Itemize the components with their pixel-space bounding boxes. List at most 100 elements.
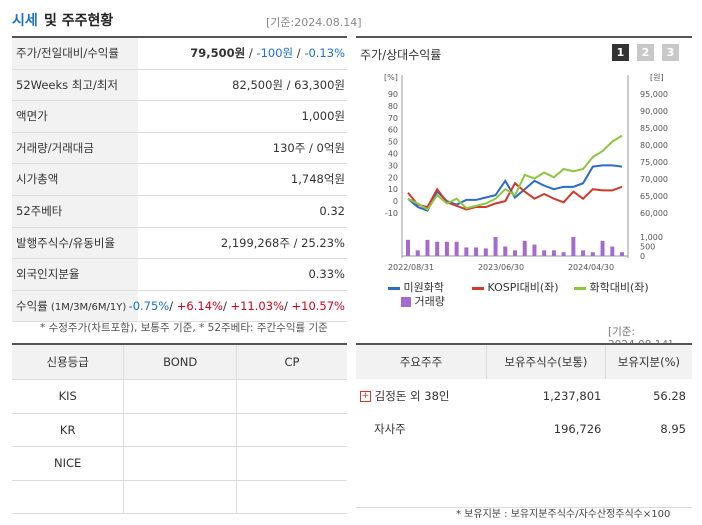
holders-header: 보유주식수(보통) <box>486 344 606 379</box>
chart-panel: 주가/상대수익률 1 2 3 <box>356 36 692 313</box>
credit-agency: KR <box>12 412 125 447</box>
table-row: 외국인지분율 0.33% <box>12 259 347 291</box>
value-part: / <box>245 46 257 60</box>
row-label-small: (1M/3M/6M/1Y) <box>47 301 127 313</box>
table-row: 발행주식수/유동비율 2,199,268주 / 25.23% <box>12 227 347 260</box>
section-header: 시세 및 주주현황 [기준:2024.08.14] <box>0 0 702 30</box>
row-value: 0.32 <box>319 196 345 226</box>
value-part: +6.14% <box>176 298 223 313</box>
table-row: + 김정돈 외 38인 1,237,801 56.28 <box>356 379 692 412</box>
table-row: 자사주 196,726 8.95 <box>356 412 692 445</box>
row-label: 시가총액 <box>12 164 138 195</box>
legend-s2-swatch <box>472 286 484 290</box>
row-value: 2,199,268주 / 25.23% <box>221 228 345 258</box>
value-part: / <box>222 298 231 313</box>
expand-icon[interactable]: + <box>360 390 371 402</box>
legend-s4: 거래량 <box>401 293 445 309</box>
legend-s3: 화학대비(좌) <box>574 279 649 295</box>
row-label: 수익률 (1M/3M/6M/1Y) <box>12 290 138 322</box>
table-row: KR <box>12 412 347 447</box>
value-part: 130주 / 0억원 <box>272 140 345 155</box>
header-title: 및 주주현황 <box>44 13 114 29</box>
legend-s1: 미원화학 <box>388 279 444 295</box>
legend-s4-swatch <box>401 297 411 307</box>
row-value: 82,500원 / 63,300원 <box>232 70 345 100</box>
credit-header: BOND <box>123 344 237 380</box>
row-label: 거래량/거래대금 <box>12 132 138 164</box>
legend-s1-swatch <box>388 286 400 290</box>
legend-s3-label: 화학대비(좌) <box>589 281 649 294</box>
value-part: 1,000원 <box>301 109 345 124</box>
legend-s4-label: 거래량 <box>414 295 445 308</box>
value-part: / <box>293 46 305 60</box>
value-part: 2,199,268주 / 25.23% <box>220 235 345 250</box>
table-row: 액면가 1,000원 <box>12 101 347 133</box>
table-row: 52주베타 0.32 <box>12 195 347 228</box>
credit-agency: NICE <box>12 446 125 481</box>
credit-agency <box>12 479 125 515</box>
table-row: 시가총액 1,748억원 <box>12 164 347 196</box>
credit-bond <box>123 412 237 447</box>
value-part: +11.03% <box>230 298 284 313</box>
row-value: 130주 / 0억원 <box>273 133 345 163</box>
credit-agency: KIS <box>12 379 125 414</box>
credit-header: 신용등급 <box>12 344 125 380</box>
credit-bond <box>123 379 237 414</box>
chart-title: 주가/상대수익률 <box>360 48 442 62</box>
credit-cp <box>236 446 347 481</box>
credit-cp <box>236 379 347 414</box>
price-table: 주가/전일대비/수익률 79,500원 / -100원 / -0.13% 52Wee… <box>12 36 347 323</box>
credit-bond <box>123 479 237 515</box>
credit-cp <box>236 479 347 515</box>
value-part: 1,748억원 <box>290 172 345 187</box>
table-row: KIS <box>12 379 347 414</box>
holder-shares: 1,237,801 <box>542 388 602 403</box>
chart-page-1-button[interactable]: 1 <box>612 44 629 61</box>
chart-page-2-button[interactable]: 2 <box>637 44 654 61</box>
holder-pct: 8.95 <box>660 421 686 436</box>
row-value: 1,000원 <box>301 101 345 131</box>
credit-table: 신용등급 BOND CP KIS KR NICE <box>12 343 347 515</box>
legend-s1-label: 미원화학 <box>403 281 444 294</box>
value-part: -100원 <box>256 46 294 60</box>
holders-header: 보유지분(%) <box>605 344 692 379</box>
table-row: 거래량/거래대금 130주 / 0억원 <box>12 132 347 165</box>
holder-name-cell: + 김정돈 외 38인 <box>356 379 487 412</box>
row-label: 52Weeks 최고/최저 <box>12 69 138 101</box>
holders-header: 주요주주 <box>356 344 488 379</box>
table-row: NICE <box>12 446 347 481</box>
holder-pct: 56.28 <box>653 388 686 403</box>
holders-footnote: * 보유지분 : 보유지분주식수/자수산정주식수×100 <box>456 509 671 520</box>
holder-name: 자사주 <box>374 421 406 436</box>
table-row: 수익률 (1M/3M/6M/1Y) -0.75%/ +6.14%/ +11.03%… <box>12 290 347 323</box>
row-value: 1,748억원 <box>291 164 345 194</box>
value-part: +10.57% <box>291 298 346 313</box>
row-value: -0.75%/ +6.14%/ +11.03%/ +10.57% <box>129 291 345 321</box>
value-part: -0.13% <box>304 46 345 60</box>
header-date: [기준:2024.08.14] <box>266 16 362 29</box>
credit-header: CP <box>236 344 347 380</box>
value-part: 82,500원 / 63,300원 <box>232 77 345 92</box>
table-row <box>12 479 347 515</box>
credit-cp <box>236 412 347 447</box>
value-part: / <box>169 298 177 313</box>
table-row: 주가/전일대비/수익률 79,500원 / -100원 / -0.13% <box>12 36 347 70</box>
row-label: 발행주식수/유동비율 <box>12 227 138 259</box>
row-label: 52주베타 <box>12 195 138 227</box>
legend-s2-label: KOSPI대비(좌) <box>487 281 559 294</box>
row-value: 79,500원 / -100원 / -0.13% <box>190 38 345 68</box>
legend-s2: KOSPI대비(좌) <box>472 279 559 295</box>
value-part: 0.33% <box>308 267 345 282</box>
holder-name: 김정돈 외 38인 <box>374 388 450 403</box>
chart-page-3-button[interactable]: 3 <box>662 44 679 61</box>
value-part: 79,500원 <box>190 46 246 60</box>
table-row: 52Weeks 최고/최저 82,500원 / 63,300원 <box>12 69 347 102</box>
row-label: 외국인지분율 <box>12 259 138 290</box>
header-title-accent: 시세 <box>12 13 38 29</box>
legend-s3-swatch <box>574 286 586 290</box>
holders-table: 주요주주 보유주식수(보통) 보유지분(%) + 김정돈 외 38인 1,237… <box>356 343 692 508</box>
row-value: 0.33% <box>308 259 345 289</box>
table-row <box>356 445 692 508</box>
row-label: 액면가 <box>12 101 138 132</box>
credit-bond <box>123 446 237 481</box>
